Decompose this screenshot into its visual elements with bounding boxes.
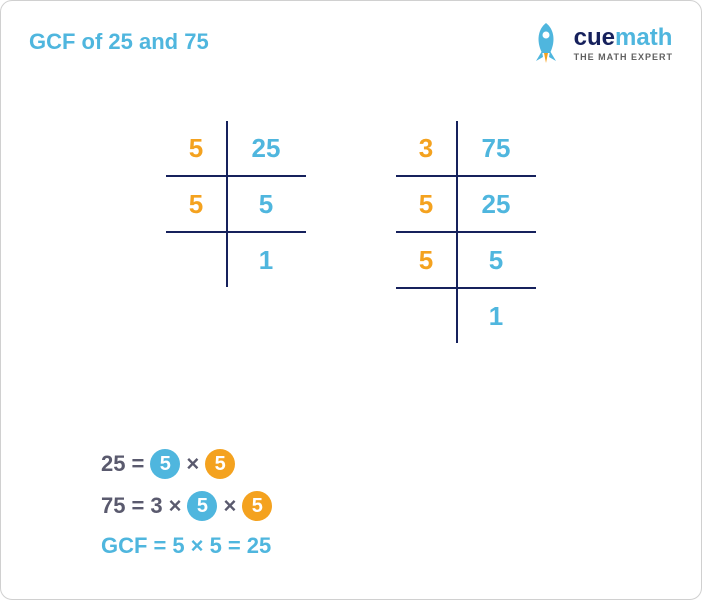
logo-text: cuemath THE MATH EXPERT [574, 24, 673, 62]
value-cell: 5 [456, 245, 536, 276]
value-cell: 1 [226, 245, 306, 276]
rocket-icon [526, 21, 566, 65]
table-row: 375 [396, 121, 536, 175]
value-cell: 5 [226, 189, 306, 220]
gcf-expression: 5 × 5 [172, 533, 222, 559]
equations-block: 25 = 5 × 5 75 = 3 × 5 × 5 GCF = 5 × 5 = … [101, 449, 272, 559]
table-row: 55 [166, 177, 306, 231]
factor-table-75: 375525551 [396, 121, 536, 343]
equals-sign: = [131, 493, 144, 519]
value-cell: 25 [456, 189, 536, 220]
equation-25: 25 = 5 × 5 [101, 449, 272, 479]
equals-sign: = [228, 533, 241, 559]
logo-word-2: math [615, 24, 672, 52]
divisor-cell: 5 [166, 189, 226, 220]
gcf-result: GCF = 5 × 5 = 25 [101, 533, 272, 559]
factor-circle: 5 [150, 449, 180, 479]
times-sign: × [169, 493, 182, 519]
eq-lhs: 25 [101, 451, 125, 477]
equals-sign: = [131, 451, 144, 477]
factor-plain: 3 [150, 493, 162, 519]
divisor-cell: 3 [396, 133, 456, 164]
factor-circle: 5 [187, 491, 217, 521]
gcf-value: 25 [247, 533, 271, 559]
table-row: 525 [396, 177, 536, 231]
logo-word-1: cue [574, 24, 615, 52]
divisor-cell: 5 [396, 245, 456, 276]
divisor-cell: 5 [396, 189, 456, 220]
brand-logo: cuemath THE MATH EXPERT [526, 21, 673, 65]
table-row: 525 [166, 121, 306, 175]
times-sign: × [223, 493, 236, 519]
factor-table-25: 525551 [166, 121, 306, 343]
divisor-cell: 5 [166, 133, 226, 164]
equation-75: 75 = 3 × 5 × 5 [101, 491, 272, 521]
factor-circle: 5 [242, 491, 272, 521]
table-row: 55 [396, 233, 536, 287]
factor-circle: 5 [205, 449, 235, 479]
table-row: 1 [166, 233, 306, 287]
eq-lhs: 75 [101, 493, 125, 519]
value-cell: 1 [456, 301, 536, 332]
value-cell: 75 [456, 133, 536, 164]
factorization-tables: 525551 375525551 [1, 121, 701, 343]
equals-sign: = [153, 533, 166, 559]
page-title: GCF of 25 and 75 [29, 29, 209, 55]
table-row: 1 [396, 289, 536, 343]
times-sign: × [186, 451, 199, 477]
gcf-label: GCF [101, 533, 147, 559]
value-cell: 25 [226, 133, 306, 164]
logo-tagline: THE MATH EXPERT [574, 52, 673, 62]
